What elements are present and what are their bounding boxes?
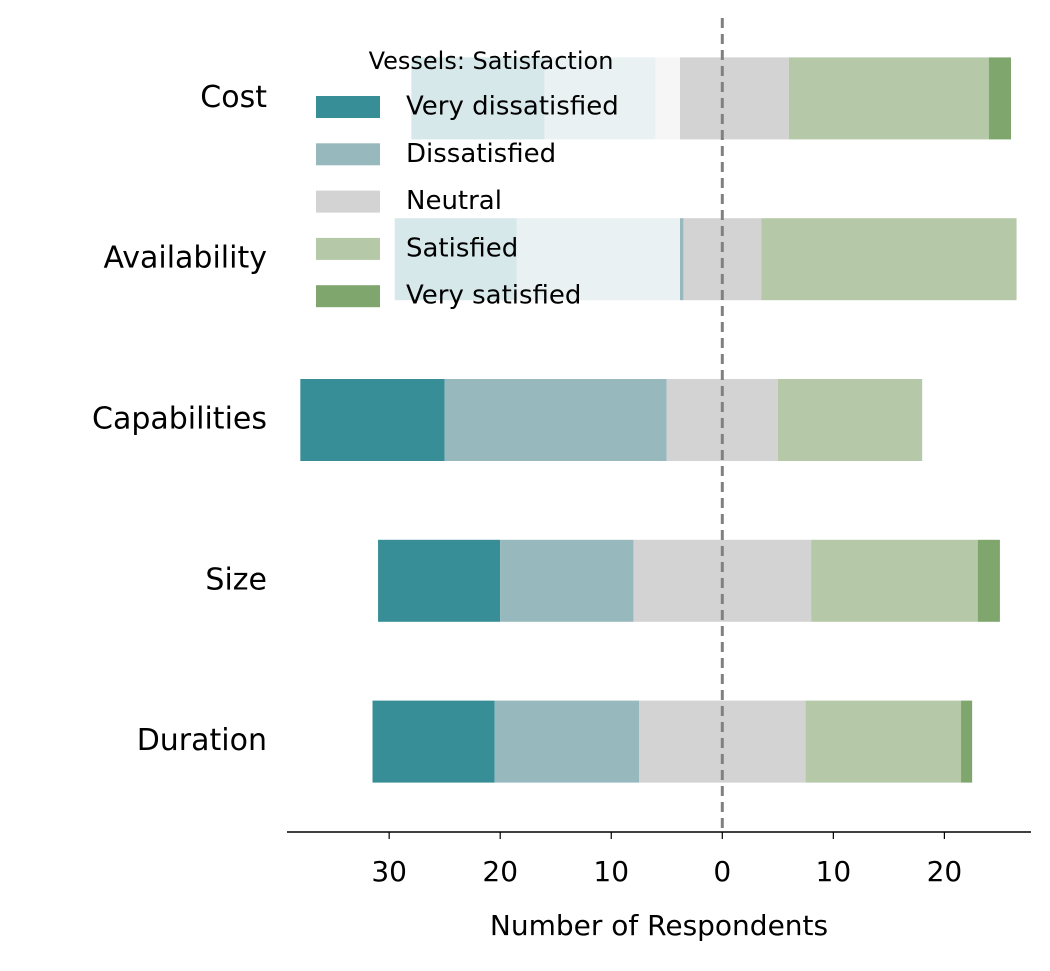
legend-label: Very satisfied [406,281,581,311]
bar-segment [372,700,495,783]
x-tick-label: 30 [371,855,407,888]
legend-box [305,38,680,318]
bar-segment [378,539,501,622]
y-tick-label: Capabilities [92,402,267,437]
x-tick-label: 10 [593,855,629,888]
legend-swatch [316,96,380,118]
legend-swatch [316,285,380,308]
bar-segment [805,700,962,783]
y-tick-label: Size [205,562,267,597]
bar-segment [961,700,973,783]
bar-segment [300,379,445,461]
bar-segment [500,539,634,622]
x-tick-label: 20 [482,855,518,888]
bar-segment [761,218,1017,301]
bar-segment [444,379,667,461]
x-tick-label: 0 [713,855,731,888]
y-tick-label: Availability [103,241,267,276]
legend-label: Neutral [406,186,502,216]
y-tick-label: Duration [137,723,267,758]
legend-label: Very dissatisfied [406,92,619,122]
legend-title: Vessels: Satisfaction [369,47,614,75]
y-tick-label: Cost [200,80,267,115]
legend-label: Dissatisfied [406,139,556,169]
bar-segment [811,539,978,622]
x-tick-label: 20 [927,855,963,888]
legend-label: Satisfied [406,233,518,263]
bar-segment [777,379,923,461]
bar-segment [988,57,1012,140]
bar-segment [494,700,640,783]
legend-swatch [316,190,380,213]
x-axis-label: Number of Respondents [490,909,828,942]
legend-swatch [316,143,380,166]
bar-segment [788,57,989,140]
x-tick-label: 10 [816,855,852,888]
legend-swatch [316,237,380,260]
bar-segment [977,539,1000,622]
